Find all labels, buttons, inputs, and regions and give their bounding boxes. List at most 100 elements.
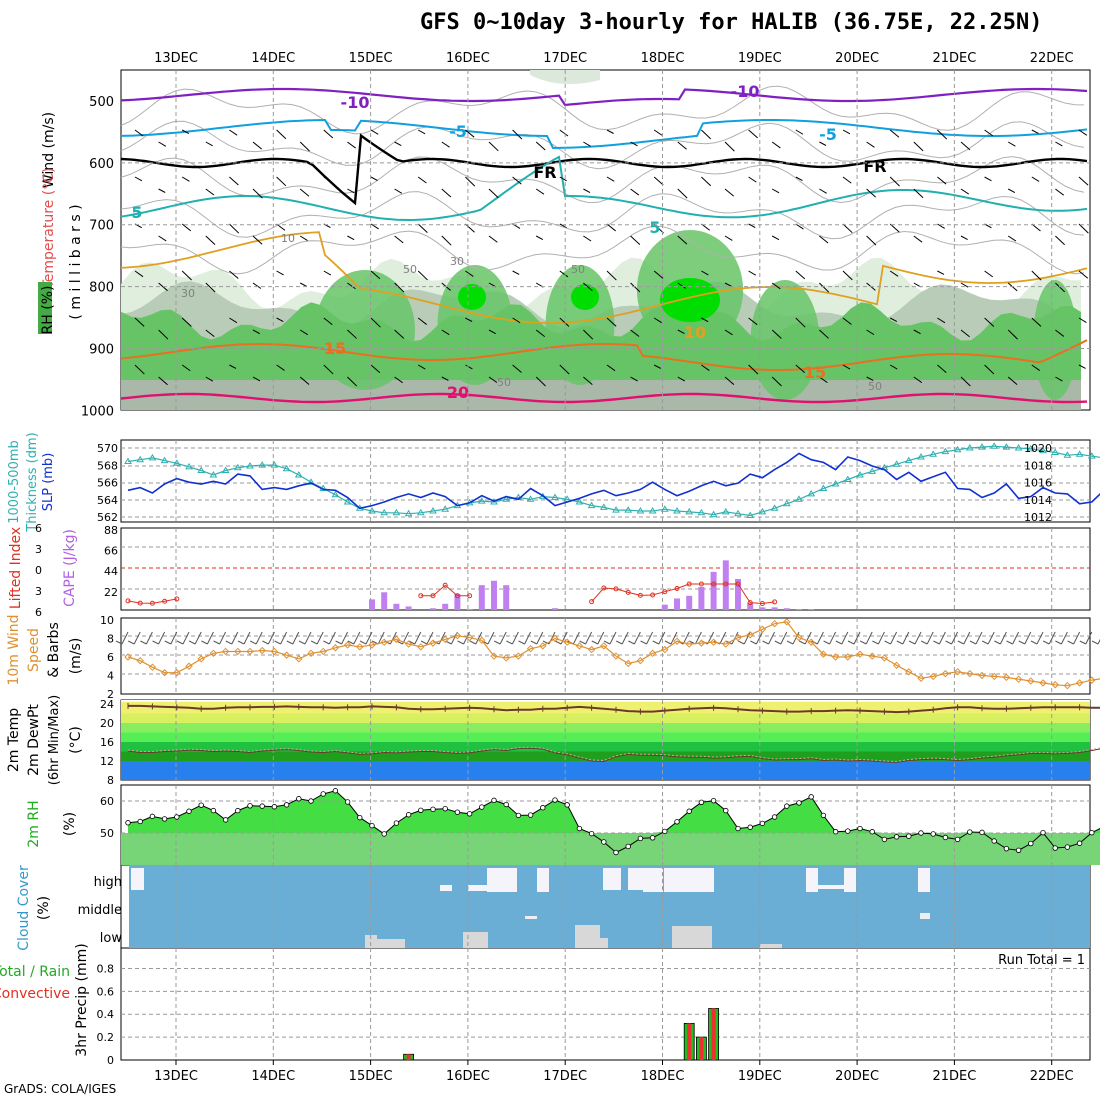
date-label-top: 15DEC	[349, 51, 393, 66]
thickness-point	[953, 445, 962, 453]
cape-bar	[552, 608, 558, 610]
li-point	[650, 592, 656, 598]
wind-speed-point	[490, 652, 498, 660]
cape-li-panel: 6 3 0 3 6 88 66 44 22	[35, 522, 1090, 619]
wind10-barb-flag	[188, 640, 196, 645]
cloud-low-bar	[600, 938, 608, 948]
thickness-point	[660, 505, 669, 512]
wind-speed-point	[612, 652, 620, 660]
cloud-low-bar	[377, 939, 405, 948]
thickness-point	[185, 462, 193, 470]
wind-speed-point	[136, 656, 144, 665]
thickness-point	[575, 498, 584, 505]
date-label-top: 14DEC	[251, 51, 295, 66]
li-point	[686, 581, 692, 587]
thickness-point	[1063, 451, 1072, 458]
date-label-bottom: 17DEC	[543, 1069, 587, 1084]
wind10-barb	[182, 631, 190, 645]
thickness-point	[1051, 448, 1060, 455]
wind-barb	[819, 235, 829, 244]
wind10-barb	[341, 631, 349, 645]
wind10-barb-flag	[628, 640, 635, 645]
wind-barb	[252, 329, 260, 335]
wind-barb	[276, 129, 287, 140]
cloud-low-bar	[463, 932, 488, 948]
wind-barb	[1055, 329, 1065, 337]
cloud-level-label: middle	[78, 903, 122, 918]
cloud-low-bar	[672, 926, 712, 948]
rh-point	[466, 811, 473, 817]
date-label-top: 18DEC	[641, 51, 685, 66]
wind10-label: 10m Wind	[6, 614, 22, 685]
wind-barb	[937, 270, 945, 275]
thickness-point	[551, 493, 559, 500]
wind-tick: 8	[107, 633, 114, 646]
cloud-high-bar	[643, 868, 663, 892]
wind-speed-point	[526, 644, 535, 653]
chart-title: GFS 0~10day 3-hourly for HALIB (36.75E, …	[420, 10, 1043, 35]
wind-speed-point	[331, 644, 340, 652]
cloud-high-bar	[131, 868, 144, 890]
thickness-point	[502, 495, 511, 502]
wind-barb	[535, 329, 546, 338]
wind-barb	[606, 317, 617, 327]
wind-speed-point	[404, 640, 413, 648]
rh-contour	[120, 120, 1085, 170]
wind-speed-point	[990, 672, 998, 681]
wind-speed-point	[575, 642, 584, 650]
wind-barb	[134, 270, 144, 278]
wind-barb	[630, 282, 641, 293]
wind10-barb	[755, 631, 763, 645]
rh-point	[198, 802, 204, 808]
wind-barb	[323, 270, 332, 276]
thickness-point	[282, 464, 291, 472]
date-label-bottom: 14DEC	[251, 1069, 295, 1084]
thickness-point	[380, 508, 389, 516]
wind-speed-point	[978, 671, 986, 680]
wind-barb	[866, 376, 874, 381]
wind10-barb	[951, 631, 959, 645]
wind-barb	[323, 176, 332, 183]
wind-speed-point	[868, 652, 876, 660]
temp-contour-m5	[120, 118, 1088, 150]
wind-barb	[913, 141, 924, 152]
wind10-barb	[633, 631, 641, 645]
cape-bar	[686, 595, 693, 610]
wind10-barb	[170, 631, 178, 645]
rh-point	[747, 824, 753, 830]
thickness-point	[343, 498, 352, 505]
thickness-point	[587, 501, 596, 509]
thickness-point	[233, 463, 242, 471]
cape-bar	[405, 606, 412, 610]
wind-barb	[724, 329, 733, 336]
cape-tick: 88	[104, 524, 118, 537]
rh-point	[308, 798, 314, 804]
cape-tick: 22	[104, 586, 118, 599]
wind-barb	[441, 235, 452, 246]
cloud-middle-bar	[920, 913, 930, 919]
wind-barb	[677, 282, 686, 289]
wind-barb	[559, 317, 570, 327]
wind-barb	[158, 188, 166, 193]
wind10-barb	[219, 631, 227, 645]
cape-bar	[698, 586, 705, 610]
rh-column	[545, 265, 615, 385]
wind10-barb	[316, 631, 324, 645]
rh-point	[491, 797, 497, 804]
wind-barb	[889, 270, 899, 277]
wind10-barb	[1012, 631, 1020, 645]
li-point	[125, 598, 131, 604]
wind10-barb	[670, 631, 678, 645]
precip-tick: 0.2	[97, 1031, 115, 1044]
wind-speed-point	[185, 662, 193, 670]
wind-speed-point	[417, 643, 425, 651]
wind-barb	[370, 129, 379, 135]
rh-point	[857, 825, 863, 832]
wind-barb	[465, 129, 475, 138]
wind-barb	[583, 329, 594, 340]
wind-barb	[984, 364, 995, 375]
wind10-barb-flag	[493, 640, 501, 645]
thickness-point	[697, 508, 706, 516]
thickness-tick: 570	[97, 442, 118, 455]
